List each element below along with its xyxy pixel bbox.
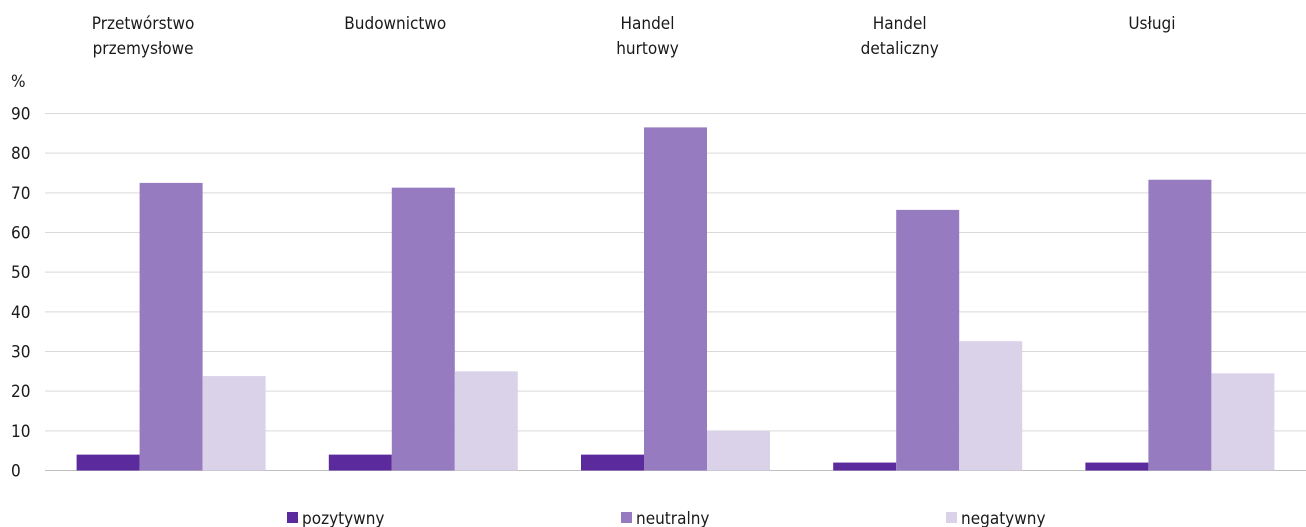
bar-pozytywny <box>581 454 644 471</box>
legend-swatch-neutralny <box>621 512 632 523</box>
bar-neutralny <box>644 127 707 471</box>
bar-neutralny <box>1148 179 1212 471</box>
category-label: Przetwórstwo przemysłowe <box>92 14 195 59</box>
bar-negatywny <box>1211 373 1275 471</box>
y-axis-ticks: 0 10 20 30 40 50 60 70 80 90 <box>11 105 30 482</box>
legend-label-neutralny: neutralny <box>636 509 709 527</box>
legend: pozytywny neutralny negatywny <box>287 509 1046 527</box>
bar-negatywny <box>707 430 770 471</box>
category-label: Usługi <box>1128 14 1175 34</box>
y-tick-label: 0 <box>11 462 21 482</box>
bar-neutralny <box>896 209 960 471</box>
bar-negatywny <box>202 376 266 471</box>
y-tick-label: 80 <box>11 144 30 164</box>
category-label: Budownictwo <box>344 14 446 34</box>
legend-label-pozytywny: pozytywny <box>302 509 384 527</box>
y-tick-label: 10 <box>11 422 30 442</box>
bar-negatywny <box>959 341 1023 471</box>
y-tick-label: 50 <box>11 263 30 283</box>
legend-swatch-pozytywny <box>287 512 298 523</box>
category-label: Handel detaliczny <box>861 14 939 59</box>
y-tick-label: 70 <box>11 184 30 204</box>
category-labels: Przetwórstwo przemysłowe Budownictwo Handel… <box>92 14 1176 59</box>
legend-swatch-negatywny <box>946 512 957 523</box>
y-tick-label: 40 <box>11 303 30 323</box>
bar-pozytywny <box>328 454 392 471</box>
bar-pozytywny <box>1085 462 1149 471</box>
legend-label-negatywny: negatywny <box>961 509 1046 527</box>
bar-pozytywny <box>833 462 897 471</box>
y-tick-label: 90 <box>11 105 30 125</box>
bar-neutralny <box>391 187 455 471</box>
y-tick-label: 30 <box>11 343 30 363</box>
bar-pozytywny <box>76 454 140 471</box>
bar-negatywny <box>454 371 518 471</box>
y-axis-label: % <box>11 72 26 92</box>
bar-neutralny <box>139 182 203 471</box>
y-tick-label: 60 <box>11 224 30 244</box>
category-label: Handel hurtowy <box>616 14 679 59</box>
bars <box>76 127 1275 471</box>
y-tick-label: 20 <box>11 382 30 402</box>
